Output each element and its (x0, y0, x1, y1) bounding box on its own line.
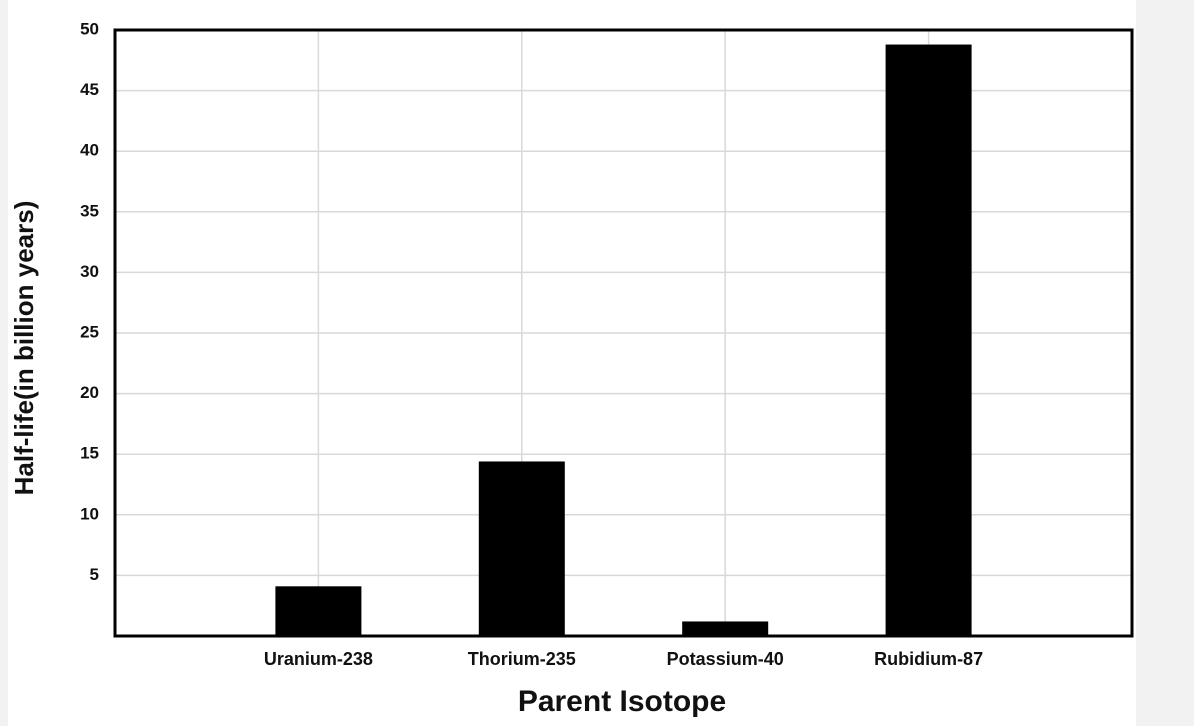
plot-frame (113, 28, 1134, 638)
y-tick-label: 10 (80, 504, 99, 523)
y-tick-label: 25 (80, 322, 99, 341)
y-tick-label: 40 (80, 141, 99, 160)
y-tick-label: 35 (80, 201, 99, 220)
y-tick-label: 50 (80, 19, 99, 38)
x-tick-label: Thorium-235 (468, 649, 576, 669)
bar (275, 586, 362, 636)
y-tick-label: 5 (90, 565, 99, 584)
x-tick-label: Rubidium-87 (874, 649, 983, 669)
y-tick-label: 15 (80, 444, 99, 463)
bar (478, 461, 565, 636)
x-tick-label: Uranium-238 (264, 649, 373, 669)
y-tick-label: 20 (80, 383, 99, 402)
bar (885, 44, 972, 636)
x-axis-title: Parent Isotope (518, 685, 726, 718)
y-axis-title: Half-life(in billion years) (9, 201, 39, 496)
x-tick-label: Potassium-40 (667, 649, 784, 669)
y-tick-label: 30 (80, 262, 99, 281)
y-tick-label: 45 (80, 80, 99, 99)
bar (682, 621, 769, 636)
